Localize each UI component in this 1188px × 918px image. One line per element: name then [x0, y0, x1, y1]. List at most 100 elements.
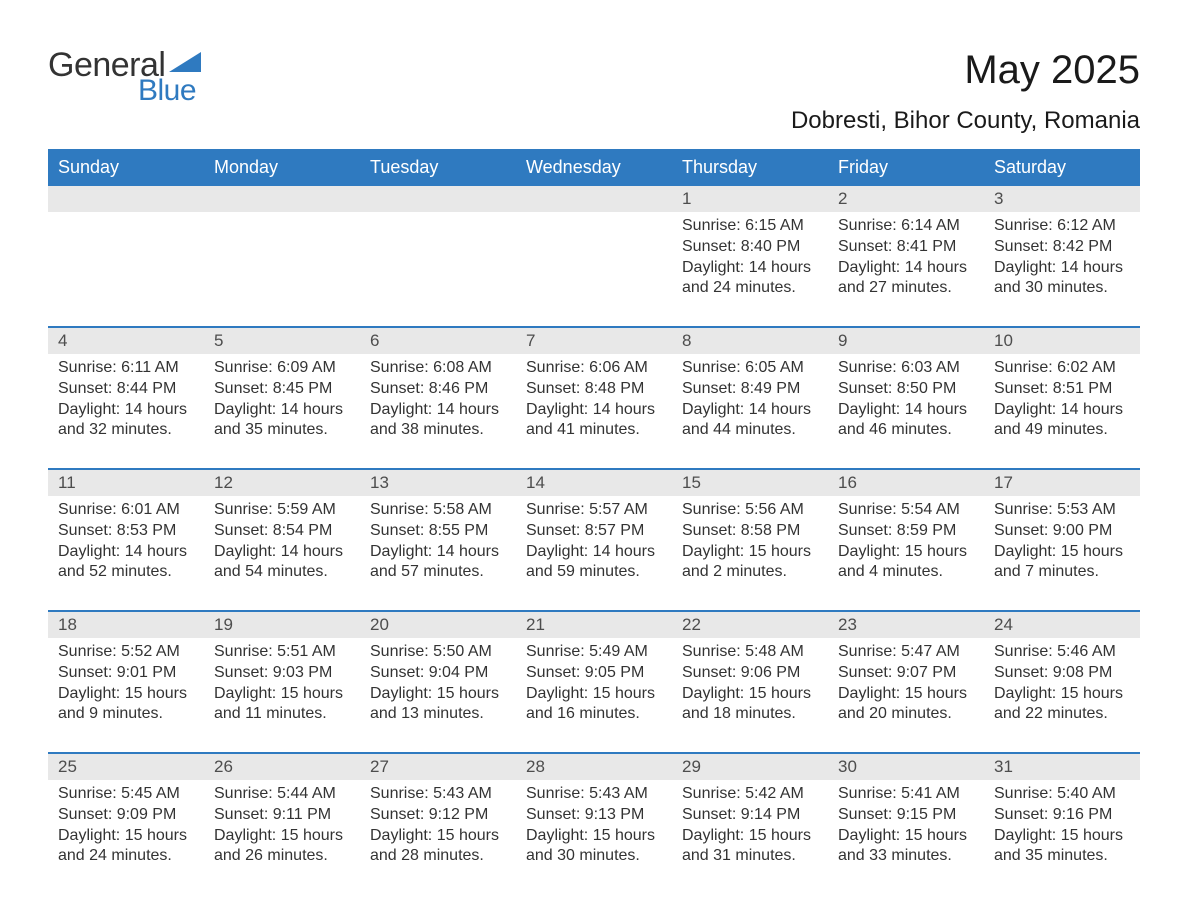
- day-number: 20: [360, 612, 516, 638]
- day-sunrise: Sunrise: 5:57 AM: [526, 500, 662, 521]
- calendar-page: General Blue May 2025 Dobresti, Bihor Co…: [0, 0, 1188, 894]
- day-daylight1: Daylight: 14 hours: [526, 400, 662, 421]
- day-daylight2: and 57 minutes.: [370, 562, 506, 583]
- logo-text-blue: Blue: [138, 76, 201, 106]
- day-sunset: Sunset: 9:12 PM: [370, 805, 506, 826]
- day-sunset: Sunset: 9:07 PM: [838, 663, 974, 684]
- day-sunrise: Sunrise: 6:03 AM: [838, 358, 974, 379]
- day-daylight1: Daylight: 14 hours: [682, 258, 818, 279]
- day-number: 4: [48, 328, 204, 354]
- day-sunrise: Sunrise: 5:52 AM: [58, 642, 194, 663]
- day-details: Sunrise: 5:56 AMSunset: 8:58 PMDaylight:…: [672, 500, 828, 583]
- day-daylight1: Daylight: 15 hours: [214, 826, 350, 847]
- day-daylight2: and 46 minutes.: [838, 420, 974, 441]
- day-daylight1: Daylight: 14 hours: [838, 400, 974, 421]
- day-daylight2: and 35 minutes.: [214, 420, 350, 441]
- day-sunrise: Sunrise: 6:02 AM: [994, 358, 1130, 379]
- day-sunset: Sunset: 8:59 PM: [838, 521, 974, 542]
- day-cell: [48, 186, 204, 326]
- day-sunset: Sunset: 8:40 PM: [682, 237, 818, 258]
- day-daylight2: and 44 minutes.: [682, 420, 818, 441]
- day-details: Sunrise: 5:43 AMSunset: 9:13 PMDaylight:…: [516, 784, 672, 867]
- day-cell: [204, 186, 360, 326]
- day-number: [48, 186, 204, 212]
- title-block: May 2025 Dobresti, Bihor County, Romania: [791, 48, 1140, 135]
- day-sunset: Sunset: 9:15 PM: [838, 805, 974, 826]
- day-cell: 26Sunrise: 5:44 AMSunset: 9:11 PMDayligh…: [204, 754, 360, 894]
- day-sunrise: Sunrise: 5:43 AM: [370, 784, 506, 805]
- day-number: 21: [516, 612, 672, 638]
- day-sunrise: Sunrise: 6:08 AM: [370, 358, 506, 379]
- day-daylight2: and 13 minutes.: [370, 704, 506, 725]
- day-sunset: Sunset: 9:09 PM: [58, 805, 194, 826]
- day-cell: 11 Sunrise: 6:01 AMSunset: 8:53 PMDayligh…: [48, 470, 204, 610]
- day-daylight1: Daylight: 14 hours: [214, 400, 350, 421]
- day-number: 9: [828, 328, 984, 354]
- day-sunrise: Sunrise: 5:47 AM: [838, 642, 974, 663]
- day-details: Sunrise: 5:54 AMSunset: 8:59 PMDaylight:…: [828, 500, 984, 583]
- day-number: 7: [516, 328, 672, 354]
- day-sunset: Sunset: 8:57 PM: [526, 521, 662, 542]
- day-daylight1: Daylight: 14 hours: [370, 542, 506, 563]
- day-daylight1: Daylight: 15 hours: [838, 542, 974, 563]
- day-number: 11: [48, 470, 204, 496]
- day-daylight2: and 4 minutes.: [838, 562, 974, 583]
- week-row: 18Sunrise: 5:52 AMSunset: 9:01 PMDayligh…: [48, 610, 1140, 752]
- day-number: 1: [672, 186, 828, 212]
- day-sunrise: Sunrise: 5:43 AM: [526, 784, 662, 805]
- day-daylight2: and 9 minutes.: [58, 704, 194, 725]
- week-row: 4Sunrise: 6:11 AMSunset: 8:44 PMDaylight…: [48, 326, 1140, 468]
- day-details: Sunrise: 5:42 AMSunset: 9:14 PMDaylight:…: [672, 784, 828, 867]
- day-cell: 28 Sunrise: 5:43 AMSunset: 9:13 PMDayligh…: [516, 754, 672, 894]
- day-daylight1: Daylight: 15 hours: [838, 826, 974, 847]
- day-details: Sunrise: 5:43 AMSunset: 9:12 PMDaylight:…: [360, 784, 516, 867]
- day-sunrise: Sunrise: 6:09 AM: [214, 358, 350, 379]
- day-sunset: Sunset: 8:58 PM: [682, 521, 818, 542]
- day-daylight1: Daylight: 14 hours: [214, 542, 350, 563]
- day-sunrise: Sunrise: 5:49 AM: [526, 642, 662, 663]
- day-cell: 9Sunrise: 6:03 AMSunset: 8:50 PMDaylight…: [828, 328, 984, 468]
- day-details: Sunrise: 6:06 AMSunset: 8:48 PMDaylight:…: [516, 358, 672, 441]
- day-sunrise: Sunrise: 5:42 AM: [682, 784, 818, 805]
- day-cell: 27Sunrise: 5:43 AMSunset: 9:12 PMDayligh…: [360, 754, 516, 894]
- day-daylight1: Daylight: 15 hours: [58, 684, 194, 705]
- day-details: Sunrise: 5:48 AMSunset: 9:06 PMDaylight:…: [672, 642, 828, 725]
- day-number: 17: [984, 470, 1140, 496]
- day-cell: [516, 186, 672, 326]
- day-cell: 6 Sunrise: 6:08 AMSunset: 8:46 PMDaylight…: [360, 328, 516, 468]
- day-sunrise: Sunrise: 5:48 AM: [682, 642, 818, 663]
- day-number: 26: [204, 754, 360, 780]
- day-sunrise: Sunrise: 5:50 AM: [370, 642, 506, 663]
- weekday-header: Tuesday: [360, 149, 516, 186]
- day-daylight1: Daylight: 14 hours: [526, 542, 662, 563]
- day-daylight1: Daylight: 14 hours: [682, 400, 818, 421]
- day-sunset: Sunset: 8:48 PM: [526, 379, 662, 400]
- day-number: 8: [672, 328, 828, 354]
- day-daylight1: Daylight: 15 hours: [526, 826, 662, 847]
- day-daylight2: and 32 minutes.: [58, 420, 194, 441]
- day-details: Sunrise: 5:50 AMSunset: 9:04 PMDaylight:…: [360, 642, 516, 725]
- day-daylight2: and 11 minutes.: [214, 704, 350, 725]
- day-sunset: Sunset: 8:44 PM: [58, 379, 194, 400]
- day-number: 28: [516, 754, 672, 780]
- day-number: 13: [360, 470, 516, 496]
- day-cell: 20 Sunrise: 5:50 AMSunset: 9:04 PMDayligh…: [360, 612, 516, 752]
- day-details: Sunrise: 6:01 AMSunset: 8:53 PMDaylight:…: [48, 500, 204, 583]
- day-details: Sunrise: 6:08 AMSunset: 8:46 PMDaylight:…: [360, 358, 516, 441]
- day-sunset: Sunset: 8:41 PM: [838, 237, 974, 258]
- day-cell: 5Sunrise: 6:09 AMSunset: 8:45 PMDaylight…: [204, 328, 360, 468]
- day-cell: 25Sunrise: 5:45 AMSunset: 9:09 PMDayligh…: [48, 754, 204, 894]
- header-area: General Blue May 2025 Dobresti, Bihor Co…: [48, 48, 1140, 135]
- week-row: 11 Sunrise: 6:01 AMSunset: 8:53 PMDayligh…: [48, 468, 1140, 610]
- day-details: Sunrise: 5:46 AMSunset: 9:08 PMDaylight:…: [984, 642, 1140, 725]
- day-daylight2: and 35 minutes.: [994, 846, 1130, 867]
- day-daylight2: and 41 minutes.: [526, 420, 662, 441]
- day-number: 15: [672, 470, 828, 496]
- day-details: Sunrise: 6:14 AMSunset: 8:41 PMDaylight:…: [828, 216, 984, 299]
- day-cell: 29Sunrise: 5:42 AMSunset: 9:14 PMDayligh…: [672, 754, 828, 894]
- day-number: 6: [360, 328, 516, 354]
- day-daylight2: and 28 minutes.: [370, 846, 506, 867]
- day-daylight1: Daylight: 15 hours: [58, 826, 194, 847]
- day-cell: 4Sunrise: 6:11 AMSunset: 8:44 PMDaylight…: [48, 328, 204, 468]
- weekday-header-row: Sunday Monday Tuesday Wednesday Thursday…: [48, 149, 1140, 186]
